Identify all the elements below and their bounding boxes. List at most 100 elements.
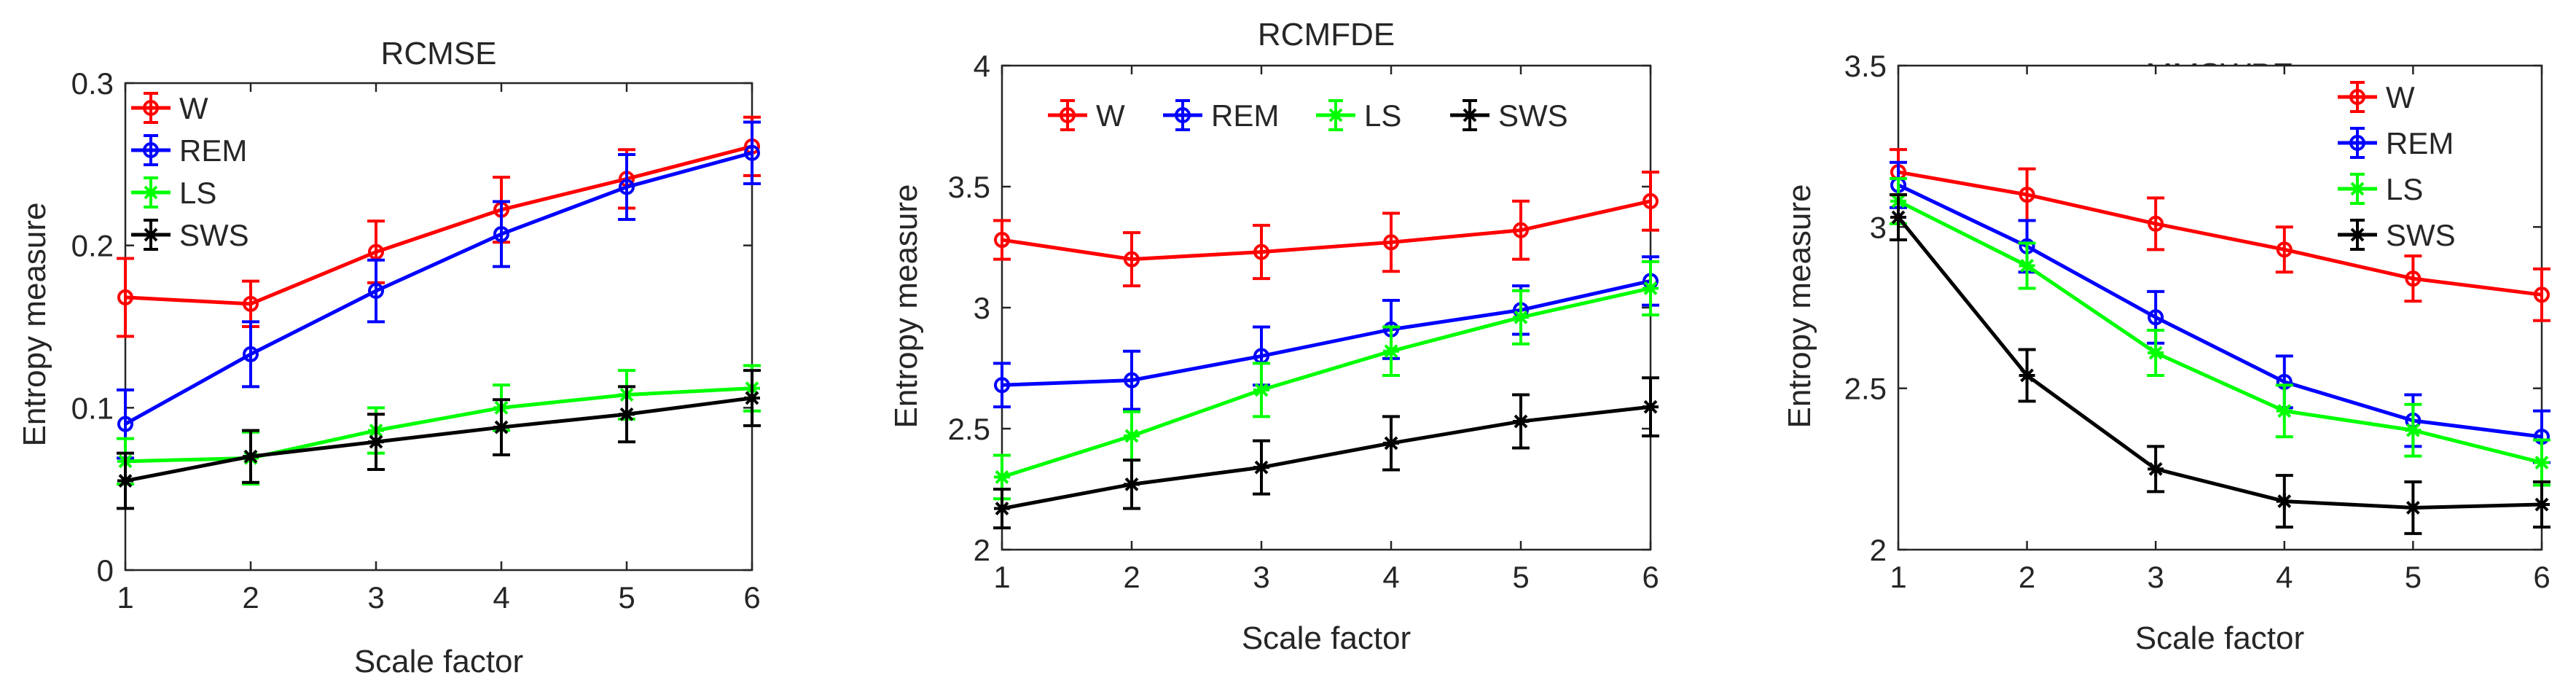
x-tick-label: 3 — [1253, 560, 1269, 594]
error-bar — [743, 120, 761, 186]
series-line — [125, 386, 753, 464]
marker-stroke — [1643, 399, 1658, 414]
error-bar — [117, 257, 134, 338]
series-sws — [993, 376, 1659, 530]
data-point-marker — [2276, 402, 2293, 419]
series-line — [1897, 199, 2542, 464]
data-point-marker — [1253, 381, 1269, 398]
legend-item-w: W — [1048, 98, 1125, 133]
y-tick-label: 3 — [1870, 210, 1887, 244]
data-point-marker — [243, 448, 259, 465]
legend-label: SWS — [1498, 98, 1568, 133]
data-point-marker — [1643, 280, 1659, 297]
data-point-marker — [1890, 209, 1906, 226]
data-point-marker — [994, 500, 1010, 517]
legend: W REM LS SWS — [1048, 98, 1568, 133]
series-line — [1001, 287, 1651, 479]
legend-item-w: W — [2338, 80, 2415, 114]
legend-label: SWS — [179, 218, 249, 252]
marker-stroke — [2148, 346, 2163, 360]
error-bar — [618, 152, 635, 222]
marker-stroke — [144, 185, 158, 200]
marker-stroke — [1124, 429, 1139, 443]
data-point-marker — [1253, 459, 1269, 476]
x-tick-label: 6 — [2533, 560, 2550, 594]
plot-layer: 1 2 3 4 5 622.533.54W REM LS SWS — [948, 49, 1659, 594]
data-point-marker — [368, 243, 384, 260]
data-point-marker — [2349, 135, 2365, 151]
x-tick-label: 1 — [117, 580, 133, 615]
error-bar — [1253, 224, 1270, 281]
data-point-marker — [1383, 343, 1399, 359]
data-point-marker — [994, 469, 1010, 486]
x-tick-label: 2 — [2019, 560, 2035, 594]
legend-label: LS — [179, 176, 216, 210]
data-point-marker — [243, 295, 259, 312]
data-point-marker — [1060, 107, 1076, 123]
y-axis-label: Entropy measure — [1782, 184, 1817, 428]
y-tick-label: 2 — [1870, 533, 1887, 567]
data-point-marker — [619, 179, 635, 195]
legend-label: W — [1096, 98, 1125, 133]
chart-mmswpe: MMSWPE Scale factor Entropy measure 1234… — [1782, 49, 2550, 656]
x-tick-label: 2 — [242, 580, 259, 615]
marker-stroke — [2405, 423, 2420, 437]
y-axis-label: Entropy measure — [888, 184, 924, 428]
data-point-marker — [2019, 257, 2035, 274]
data-point-marker — [1513, 309, 1529, 326]
marker-stroke — [494, 420, 509, 434]
data-point-marker — [2148, 309, 2164, 326]
data-point-marker — [1643, 399, 1659, 416]
error-bar — [993, 362, 1011, 409]
x-tick-label: 6 — [743, 580, 760, 615]
legend-label: LS — [2386, 172, 2423, 206]
error-bar — [1123, 231, 1140, 288]
data-point-marker — [1124, 251, 1140, 268]
marker-stroke — [1643, 281, 1658, 295]
data-point-marker — [2405, 422, 2422, 439]
y-axis-label: Entropy measure — [17, 202, 52, 446]
marker-stroke — [1463, 108, 1477, 122]
x-tick-label: 1 — [1890, 560, 1906, 594]
data-point-marker — [2276, 241, 2293, 258]
marker-stroke — [1124, 477, 1139, 491]
data-point-marker — [1124, 427, 1140, 444]
data-point-marker — [744, 144, 760, 161]
data-point-marker — [2148, 215, 2164, 232]
y-tick-label: 4 — [974, 49, 990, 83]
series-ls — [993, 260, 1659, 501]
series-sws — [117, 369, 761, 510]
data-point-marker — [1383, 234, 1399, 251]
marker-stroke — [1254, 383, 1269, 397]
data-point-marker — [493, 226, 509, 243]
axes-box — [1001, 64, 1652, 551]
legend-item-sws: SWS — [1450, 98, 1568, 133]
marker-stroke — [2020, 259, 2035, 273]
data-point-marker — [1124, 476, 1140, 493]
plot-layer: 1 2 3 4 5 6 0 0.1 0.2 0.3 W REM LS SWS — [71, 66, 761, 615]
data-point-marker — [1513, 222, 1529, 238]
y-tick-label: 3 — [974, 291, 990, 325]
y-tick-label: 2 — [974, 533, 990, 567]
y-tick-label: 0 — [97, 553, 114, 588]
data-point-marker — [1513, 413, 1529, 430]
y-tick-label: 2.5 — [948, 412, 990, 446]
series-line — [1001, 199, 1651, 262]
data-point-marker — [1328, 107, 1344, 123]
y-tick-label: 0.1 — [71, 391, 114, 425]
y-tick-label: 3.5 — [948, 170, 990, 204]
data-point-marker — [2276, 493, 2293, 510]
marker-stroke — [2148, 461, 2163, 476]
error-bar — [2275, 225, 2293, 274]
legend-item-w: W — [131, 91, 208, 125]
legend-item-sws: SWS — [131, 218, 249, 252]
series-sws — [1890, 193, 2550, 535]
marker-stroke — [243, 449, 258, 464]
legend-item-ls: LS — [131, 176, 216, 210]
data-point-marker — [2019, 367, 2035, 383]
marker-stroke — [1514, 414, 1528, 429]
data-point-marker — [1383, 434, 1399, 451]
error-bar — [2404, 254, 2422, 303]
